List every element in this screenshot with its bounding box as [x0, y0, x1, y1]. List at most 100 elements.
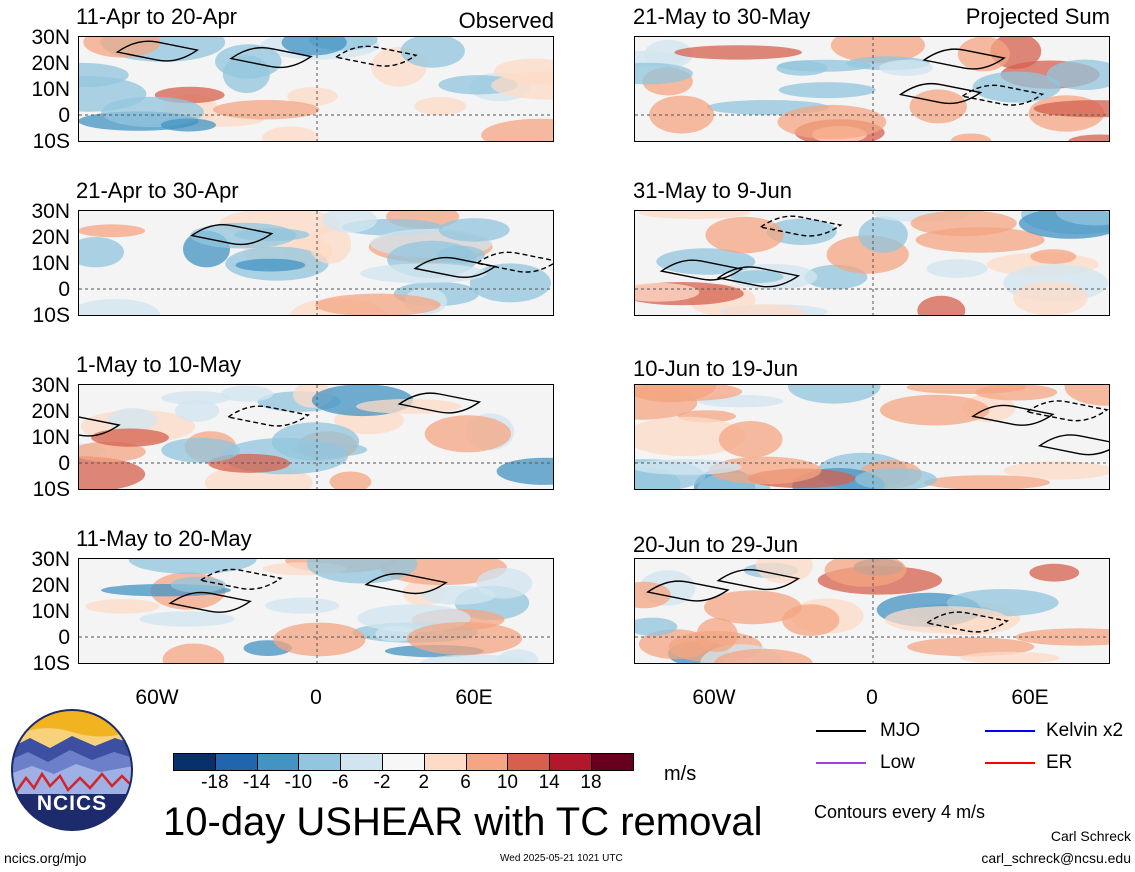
shear-anomaly-blob: [79, 224, 146, 238]
footer-email[interactable]: carl_schreck@ncsu.edu: [981, 850, 1131, 866]
colorbar-swatch: [382, 753, 425, 771]
shear-anomaly-blob: [174, 399, 220, 422]
shear-anomaly-blob: [406, 622, 523, 655]
shear-anomaly-blob: [128, 559, 257, 575]
legend-swatch-kelvin: [985, 730, 1035, 732]
mjo-contour: [659, 259, 744, 281]
map-panel: [634, 384, 1110, 490]
logo-text: NCICS: [36, 792, 108, 815]
shear-anomaly-blob: [271, 422, 360, 461]
colorbar-tick-label: -14: [242, 772, 271, 793]
shear-anomaly-blob: [220, 385, 274, 402]
mjo-contour: [413, 256, 497, 279]
mjo-contour: [334, 45, 418, 67]
shear-anomaly-blob: [91, 428, 169, 447]
map-field: [635, 211, 1109, 315]
lat-label: 0: [58, 278, 70, 301]
panel-title: 1-May to 10-May: [76, 352, 242, 377]
shear-anomaly-blob: [975, 385, 1058, 401]
map-panel: [634, 558, 1110, 664]
map-panel: [634, 36, 1110, 142]
shear-anomaly-blob: [730, 270, 784, 284]
mjo-contour: [898, 82, 983, 105]
lat-label: 20N: [31, 400, 70, 423]
shear-anomaly-blob: [438, 218, 510, 242]
map-field: [79, 385, 553, 489]
shear-anomaly-blob: [635, 617, 678, 636]
shear-anomaly-blob: [79, 441, 146, 462]
lat-label: 10S: [32, 652, 70, 675]
shear-anomaly-blob: [419, 654, 528, 663]
shear-anomaly-blob: [1030, 249, 1077, 264]
shear-anomaly-blob: [265, 597, 340, 614]
shear-anomaly-blob: [879, 394, 990, 426]
shear-anomaly-blob: [926, 259, 988, 278]
legend-swatch-er: [985, 762, 1035, 764]
panel-title: 21-Apr to 30-Apr: [76, 178, 239, 203]
shear-anomaly-blob: [273, 622, 366, 657]
colorbar-tick-label: -10: [284, 772, 313, 793]
map-field: [635, 559, 1109, 663]
lat-label: 10N: [31, 78, 70, 101]
shear-anomaly-blob: [638, 211, 750, 219]
shear-anomaly-blob: [329, 471, 372, 489]
shear-anomaly-blob: [190, 222, 297, 249]
colorbar-swatch: [549, 753, 592, 771]
shear-anomaly-blob: [287, 87, 338, 106]
mjo-contour: [364, 573, 448, 595]
colorbar-swatch: [465, 753, 509, 771]
shear-anomaly-blob: [778, 82, 876, 99]
lon-label: 60W: [692, 686, 736, 709]
colorbar-swatch: [256, 753, 300, 771]
lon-label: 60W: [135, 686, 179, 709]
shear-anomaly-blob: [315, 293, 441, 315]
legend-swatch-mjo: [816, 730, 866, 732]
shear-anomaly-blob: [708, 456, 822, 485]
shear-anomaly-blob: [674, 45, 802, 60]
map-field: [79, 211, 553, 315]
shear-anomaly-blob: [884, 606, 1008, 634]
shear-anomaly-blob: [481, 118, 553, 141]
shear-anomaly-blob: [360, 263, 487, 284]
shear-anomaly-blob: [1064, 385, 1109, 406]
map-field: [635, 37, 1109, 141]
shear-anomaly-blob: [718, 421, 783, 458]
shear-anomaly-blob: [777, 104, 887, 140]
lat-label: 0: [58, 104, 70, 127]
colorbar-swatch: [340, 753, 383, 771]
shear-anomaly-blob: [910, 211, 1017, 237]
colorbar-tick-label: -18: [201, 772, 229, 793]
lat-label: 20N: [31, 52, 70, 75]
footer-url[interactable]: ncics.org/mjo: [4, 850, 87, 866]
colorbar-swatch: [298, 753, 342, 771]
mjo-contour: [229, 46, 313, 69]
shear-anomaly-blob: [108, 408, 158, 432]
shear-anomaly-blob: [917, 295, 966, 315]
shear-anomaly-blob: [635, 62, 693, 85]
colorbar-tick-label: 18: [580, 772, 602, 793]
shear-anomaly-blob: [161, 437, 240, 463]
shear-anomaly-blob: [1033, 100, 1109, 118]
mjo-contour: [1037, 434, 1109, 456]
panel-title: 21-May to 30-May: [633, 4, 811, 29]
colorbar-tick-label: 6: [460, 772, 471, 793]
shear-anomaly-blob: [635, 581, 671, 609]
shear-anomaly-blob: [262, 126, 319, 141]
map-panel: [634, 210, 1110, 316]
panel-title: 31-May to 9-Jun: [633, 178, 792, 203]
panel-tag: Projected Sum: [965, 4, 1110, 29]
shear-anomaly-blob: [635, 282, 700, 302]
shear-anomaly-blob: [306, 559, 418, 584]
colorbar-swatch: [173, 753, 216, 771]
colorbar-tick-label: 14: [538, 772, 560, 793]
lat-label: 10S: [32, 130, 70, 153]
legend-label-low: Low: [880, 752, 915, 773]
lat-label: 10N: [31, 600, 70, 623]
mjo-contour: [190, 223, 274, 246]
shear-anomaly-blob: [777, 59, 872, 72]
lat-label: 10S: [32, 304, 70, 327]
mjo-contour: [226, 405, 311, 427]
shear-anomaly-blob: [160, 118, 216, 132]
colorbar-swatch: [423, 753, 467, 771]
lat-label: 30N: [31, 26, 70, 49]
